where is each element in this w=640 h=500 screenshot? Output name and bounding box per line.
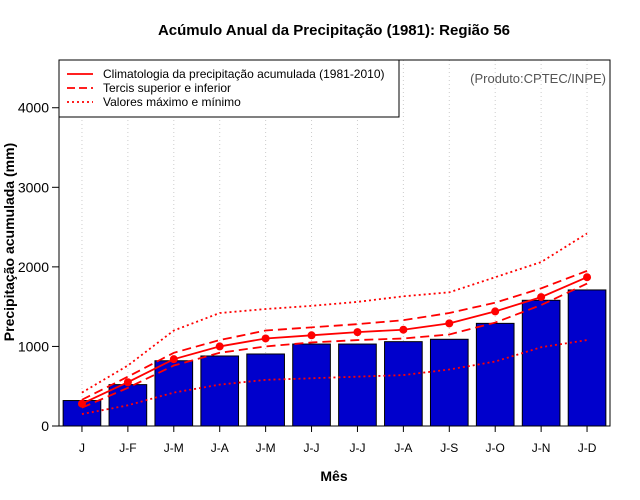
series-point — [307, 331, 316, 340]
bar-10 — [475, 322, 515, 427]
x-axis: J J-F J-M J-A J-M J-J J-J J-A J-S J-O J-N J-D — [79, 426, 597, 455]
series-lines-group — [77, 232, 592, 415]
x-tick-label: J-S — [440, 441, 458, 455]
series-point — [537, 293, 546, 302]
series-line-1 — [81, 276, 588, 405]
bar-12 — [567, 289, 607, 427]
legend-box — [58, 59, 400, 118]
x-tick-label: J-D — [578, 441, 597, 455]
x-axis-label: Mês — [320, 468, 347, 484]
legend: Climatologia da precipitação acumulada (… — [58, 59, 400, 118]
series-line-2 — [81, 270, 588, 401]
bar-4 — [200, 355, 240, 427]
credit-label: (Produto:CPTEC/INPE) — [470, 71, 606, 86]
legend-entry: Tercis superior e inferior — [103, 81, 231, 95]
series-point — [583, 273, 592, 282]
series-point — [399, 325, 408, 334]
y-axis-label: Precipitação acumulada (mm) — [1, 143, 17, 341]
x-tick-label: J-F — [119, 441, 136, 455]
y-tick-label: 3000 — [18, 179, 49, 195]
x-tick-label: J-O — [486, 441, 505, 455]
series-point — [353, 328, 362, 337]
x-tick-label: J-J — [349, 441, 365, 455]
series-point — [169, 355, 178, 364]
y-tick-label: 2000 — [18, 259, 49, 275]
x-tick-label: J-J — [304, 441, 320, 455]
bar-9 — [429, 338, 469, 427]
y-axis: 0 1000 2000 3000 4000 — [18, 100, 59, 434]
chart-title: Acúmulo Anual da Precipitação (1981): Re… — [158, 22, 510, 39]
bar-7 — [338, 343, 377, 427]
bar-11 — [521, 299, 561, 427]
legend-entry: Climatologia da precipitação acumulada (… — [103, 67, 385, 81]
series-point — [491, 307, 500, 316]
y-tick-label: 4000 — [18, 100, 49, 116]
series-line-4 — [81, 232, 588, 394]
x-tick-label: J-N — [532, 441, 551, 455]
bar-6 — [292, 343, 331, 427]
x-tick-label: J-A — [211, 441, 229, 455]
series-point — [123, 378, 132, 387]
y-tick-label: 0 — [41, 418, 49, 434]
x-tick-label: J-A — [394, 441, 412, 455]
series-point — [261, 334, 270, 343]
bar-8 — [384, 341, 423, 427]
x-tick-label: J-M — [256, 441, 276, 455]
series-line-3 — [81, 282, 588, 409]
x-tick-label: J-M — [164, 441, 184, 455]
series-point — [215, 342, 224, 351]
series-point — [77, 399, 86, 408]
bar-3 — [154, 360, 194, 427]
legend-entry: Valores máximo e mínimo — [103, 95, 241, 109]
series-line-5 — [81, 339, 588, 415]
x-tick-label: J — [79, 441, 85, 455]
series-point — [445, 319, 454, 328]
y-tick-label: 1000 — [18, 338, 49, 354]
bar-5 — [246, 353, 285, 427]
bars-group — [62, 289, 607, 427]
